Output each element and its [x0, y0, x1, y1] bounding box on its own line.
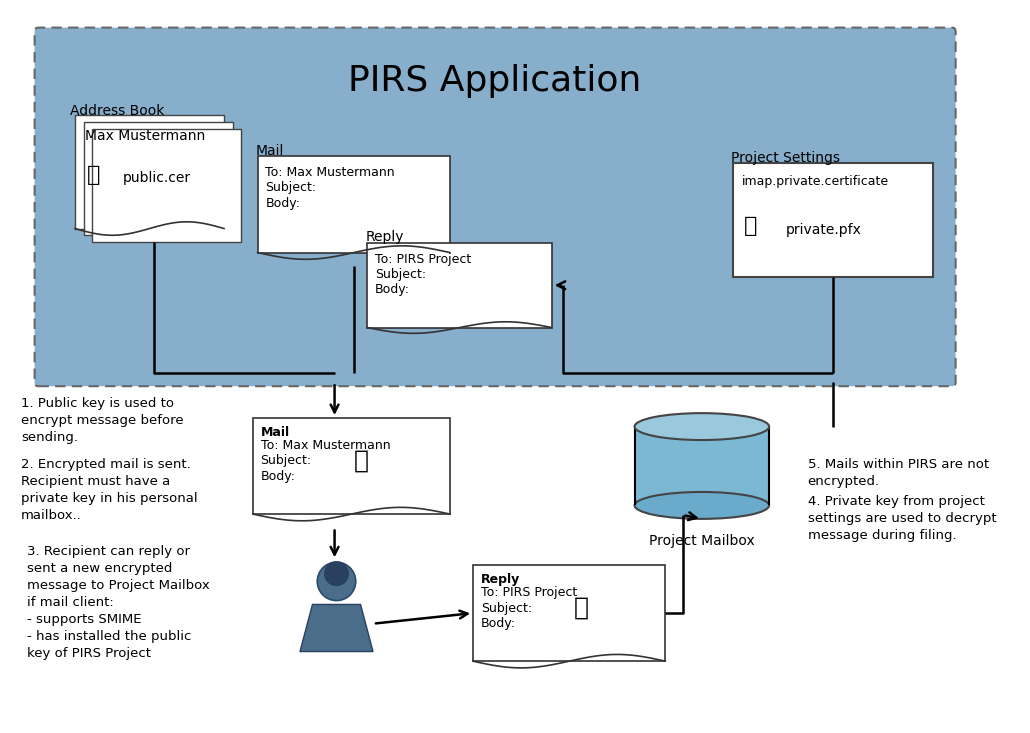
- Text: Subject:: Subject:: [261, 454, 312, 468]
- Text: Reply: Reply: [366, 230, 404, 245]
- Polygon shape: [300, 605, 373, 652]
- FancyBboxPatch shape: [35, 28, 956, 386]
- Text: Subject:: Subject:: [481, 602, 531, 614]
- Text: 🔒: 🔒: [353, 449, 369, 473]
- Text: 2. Encrypted mail is sent.
Recipient must have a
private key in his personal
mai: 2. Encrypted mail is sent. Recipient mus…: [22, 458, 198, 523]
- Text: To: PIRS Project: To: PIRS Project: [481, 586, 577, 599]
- Bar: [252, 418, 450, 514]
- Text: 4. Private key from project
settings are used to decrypt
message during filing.: 4. Private key from project settings are…: [808, 495, 996, 542]
- Text: 3. Recipient can reply or
sent a new encrypted
message to Project Mailbox
if mai: 3. Recipient can reply or sent a new enc…: [27, 545, 210, 660]
- Bar: [93, 128, 241, 242]
- Text: Body:: Body:: [261, 470, 296, 483]
- Text: Subject:: Subject:: [375, 268, 426, 281]
- Circle shape: [317, 562, 355, 600]
- Ellipse shape: [634, 413, 769, 440]
- Text: Project Mailbox: Project Mailbox: [649, 534, 755, 548]
- Text: To: Max Mustermann: To: Max Mustermann: [266, 166, 394, 179]
- Bar: [258, 156, 450, 253]
- Text: 🔒: 🔒: [574, 596, 589, 620]
- Text: Mail: Mail: [255, 144, 284, 158]
- Text: 1. Public key is used to
encrypt message before
sending.: 1. Public key is used to encrypt message…: [22, 397, 183, 443]
- Text: Mail: Mail: [261, 426, 289, 438]
- Text: Body:: Body:: [481, 617, 516, 630]
- Text: Body:: Body:: [375, 284, 410, 296]
- Text: Reply: Reply: [481, 572, 520, 586]
- Ellipse shape: [634, 492, 769, 519]
- Text: private.pfx: private.pfx: [786, 223, 861, 237]
- Text: Subject:: Subject:: [266, 182, 316, 194]
- Bar: [732, 163, 932, 276]
- Text: 🔑: 🔑: [87, 165, 100, 185]
- Text: public.cer: public.cer: [123, 171, 192, 185]
- Text: Max Mustermann: Max Mustermann: [84, 128, 205, 142]
- Text: Body:: Body:: [266, 197, 301, 210]
- Bar: [83, 122, 233, 235]
- Text: 🔑: 🔑: [744, 216, 757, 236]
- Bar: [368, 243, 552, 328]
- Text: 5. Mails within PIRS are not
encrypted.: 5. Mails within PIRS are not encrypted.: [808, 458, 989, 488]
- Text: Project Settings: Project Settings: [730, 151, 839, 165]
- Text: Address Book: Address Book: [70, 103, 165, 117]
- Circle shape: [324, 561, 349, 586]
- Text: imap.private.certificate: imap.private.certificate: [743, 174, 889, 188]
- Bar: [75, 115, 224, 229]
- Text: To: PIRS Project: To: PIRS Project: [375, 253, 471, 265]
- Bar: [473, 565, 665, 661]
- Bar: [634, 427, 769, 506]
- Text: PIRS Application: PIRS Application: [348, 65, 642, 98]
- Text: To: Max Mustermann: To: Max Mustermann: [261, 439, 390, 452]
